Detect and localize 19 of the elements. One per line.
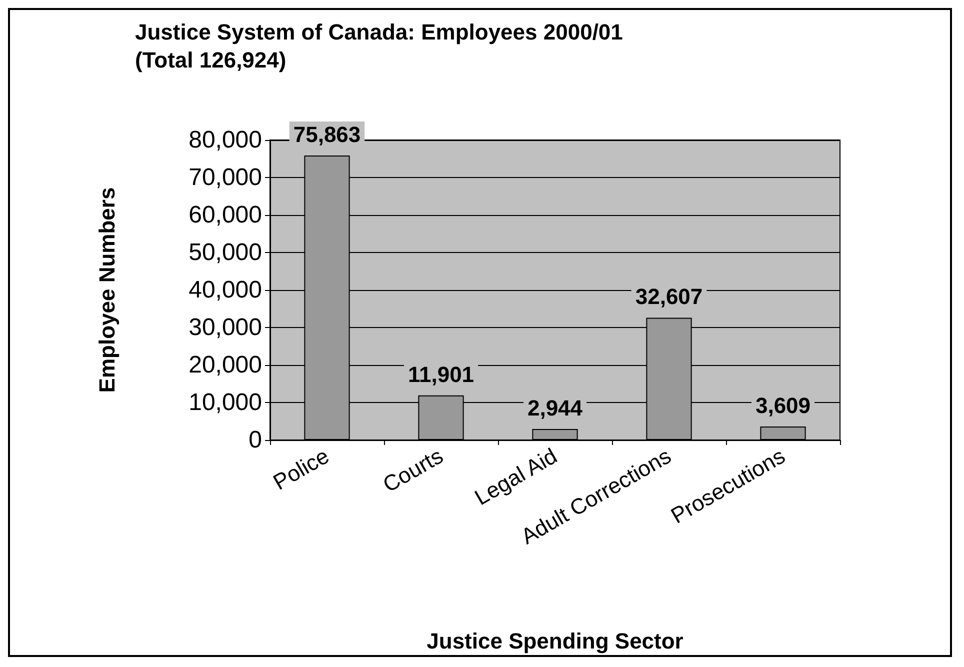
data-label: 75,863 bbox=[293, 122, 361, 148]
y-tick-label: 70,000 bbox=[188, 164, 262, 191]
y-tick-label: 40,000 bbox=[188, 276, 262, 304]
x-tick-label: Police bbox=[268, 443, 334, 495]
y-tick-label: 60,000 bbox=[188, 202, 262, 228]
y-tick-label: 20,000 bbox=[188, 352, 262, 378]
y-axis-title: Employee Numbers bbox=[94, 187, 120, 393]
data-label: 11,901 bbox=[408, 362, 474, 387]
chart-subtitle: (Total 126,924) bbox=[135, 48, 286, 72]
data-label: 2,944 bbox=[527, 395, 584, 420]
y-tick-label: 50,000 bbox=[188, 239, 262, 266]
y-tick-label: 0 bbox=[248, 426, 262, 454]
y-tick-label: 10,000 bbox=[188, 389, 262, 416]
data-label: 3,609 bbox=[755, 392, 811, 418]
x-axis-title: Justice Spending Sector bbox=[426, 628, 684, 654]
y-tick-label: 30,000 bbox=[188, 314, 262, 341]
y-tick-label: 80,000 bbox=[188, 126, 262, 154]
data-label: 32,607 bbox=[635, 284, 703, 310]
chart-title: Justice System of Canada: Employees 2000/01 bbox=[135, 20, 623, 44]
